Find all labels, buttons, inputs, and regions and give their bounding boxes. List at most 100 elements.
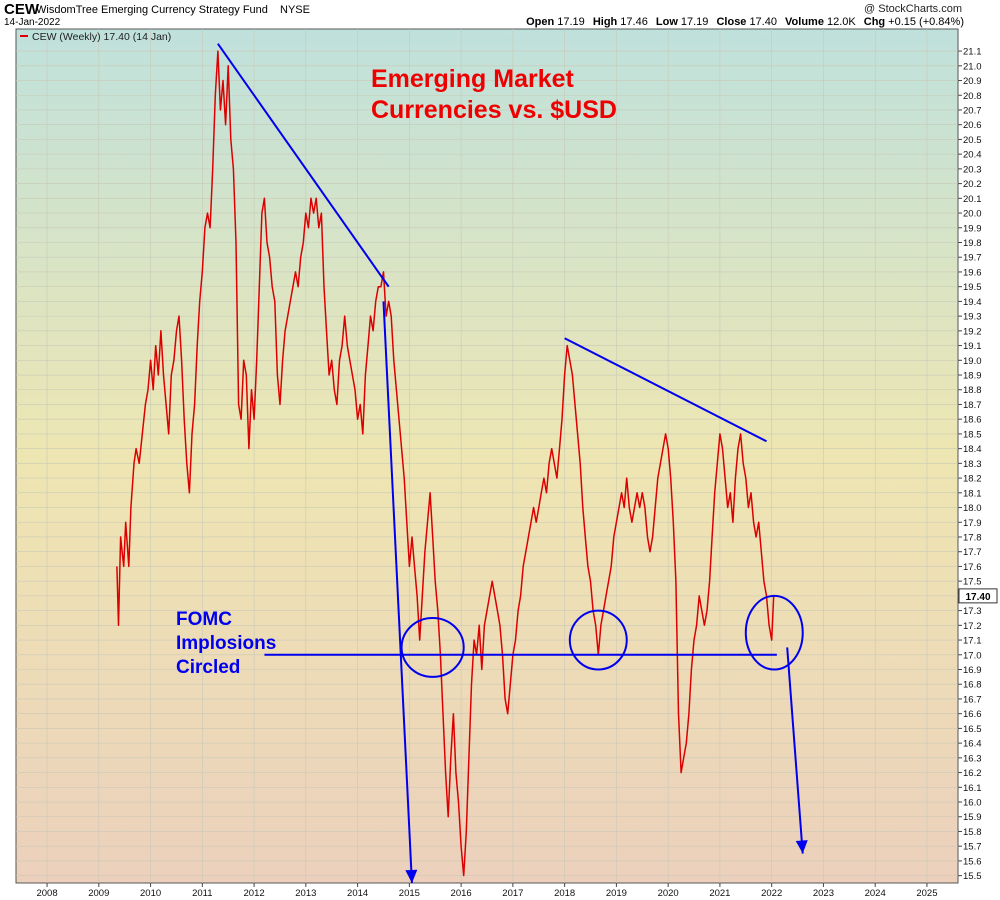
trendline <box>564 337 767 443</box>
plot-background <box>15 28 959 884</box>
y-tick-label: 20.7 <box>963 105 982 116</box>
fund-name: WisdomTree Emerging Currency Strategy Fu… <box>36 4 268 16</box>
y-tick-label: 16.2 <box>963 768 982 779</box>
y-tick-label: 18.1 <box>963 488 982 499</box>
y-tick-label: 21.1 <box>963 47 982 58</box>
y-tick-label: 15.9 <box>963 812 982 823</box>
fomc-label-line-1: FOMC <box>176 609 232 630</box>
x-tick-label: 2022 <box>761 888 782 899</box>
y-tick-label: 15.6 <box>963 856 982 867</box>
y-tick-label: 19.8 <box>963 238 982 249</box>
y-tick-label: 16.6 <box>963 709 982 720</box>
y-tick-label: 18.5 <box>963 429 982 440</box>
x-tick-label: 2017 <box>502 888 523 899</box>
y-tick-label: 17.8 <box>963 532 982 543</box>
y-tick-label: 19.1 <box>963 341 982 352</box>
y-tick-label: 17.1 <box>963 636 982 647</box>
y-tick-label: 19.7 <box>963 253 982 264</box>
y-tick-label: 18.3 <box>963 459 982 470</box>
trendline <box>217 43 390 288</box>
y-tick-label: 17.6 <box>963 562 982 573</box>
grid-layer <box>16 29 958 883</box>
headline-line-2: Currencies vs. $USD <box>371 96 617 124</box>
y-tick-label: 16.3 <box>963 753 982 764</box>
axis-layer: 15.5 15.6 15.7 15.8 15.9 16.0 16.1 16.2 16.3 16.4… <box>36 47 998 899</box>
y-tick-label: 16.8 <box>963 680 982 691</box>
annotation-layer <box>217 43 808 884</box>
y-tick-label: 15.7 <box>963 842 982 853</box>
y-tick-label: 21.0 <box>963 61 982 72</box>
y-tick-label: 16.5 <box>963 724 982 735</box>
y-tick-label: 17.5 <box>963 577 982 588</box>
volume-value: 12.0K <box>826 16 856 28</box>
low-label: Low <box>655 16 678 28</box>
y-tick-label: 18.8 <box>963 385 982 396</box>
y-tick-label: 16.4 <box>963 739 982 750</box>
x-tick-label: 2009 <box>88 888 109 899</box>
y-tick-label: 20.1 <box>963 194 982 205</box>
volume-label: Volume <box>785 16 824 28</box>
low-value: 17.19 <box>680 16 709 28</box>
headline-line-1: Emerging Market <box>371 65 575 93</box>
y-tick-label: 20.6 <box>963 120 982 131</box>
down-arrow-head <box>405 869 418 883</box>
down-arrow-head <box>795 840 808 854</box>
x-tick-label: 2023 <box>813 888 834 899</box>
y-tick-label: 20.5 <box>963 135 982 146</box>
down-arrow-shaft <box>786 647 804 854</box>
x-tick-label: 2024 <box>865 888 886 899</box>
fomc-label-line-2: Implosions <box>176 633 276 654</box>
x-tick-label: 2010 <box>140 888 161 899</box>
fomc-circle <box>568 609 628 671</box>
y-tick-label: 15.5 <box>963 871 982 882</box>
high-label: High <box>592 16 618 28</box>
y-tick-label: 18.4 <box>963 444 982 455</box>
y-tick-label: 16.0 <box>963 798 982 809</box>
y-tick-label: 20.9 <box>963 76 982 87</box>
x-tick-label: 2008 <box>36 888 57 899</box>
high-value: 17.46 <box>620 16 648 28</box>
y-tick-label: 16.7 <box>963 694 982 705</box>
chg-value: +0.15 (+0.84%) <box>888 16 964 28</box>
stockcharts-credit: @ StockCharts.com <box>864 3 962 15</box>
fomc-circle <box>744 594 804 671</box>
y-tick-label: 18.6 <box>963 415 982 426</box>
x-tick-label: 2020 <box>658 888 679 899</box>
fomc-label: FOMC Implosions Circled <box>176 609 276 678</box>
y-tick-label: 16.9 <box>963 665 982 676</box>
y-tick-label: 15.8 <box>963 827 982 838</box>
x-tick-label: 2015 <box>399 888 420 899</box>
y-tick-label: 20.0 <box>963 209 982 220</box>
x-tick-label: 2021 <box>709 888 730 899</box>
y-tick-label: 18.7 <box>963 400 982 411</box>
y-tick-label: 18.2 <box>963 474 982 485</box>
x-tick-label: 2014 <box>347 888 368 899</box>
y-tick-label: 19.0 <box>963 356 982 367</box>
y-tick-label: 16.1 <box>963 783 982 794</box>
y-tick-label: 19.3 <box>963 312 982 323</box>
x-tick-label: 2019 <box>606 888 627 899</box>
x-tick-label: 2018 <box>554 888 575 899</box>
close-value: 17.40 <box>749 16 777 28</box>
y-tick-label: 17.3 <box>963 606 982 617</box>
last-value-box <box>958 588 998 604</box>
y-tick-label: 19.9 <box>963 223 982 234</box>
exchange-label: NYSE <box>280 4 310 16</box>
y-tick-label: 17.7 <box>963 547 982 558</box>
fomc-label-line-3: Circled <box>176 657 240 678</box>
ohlc-readout: Open 17.19 High 17.46 Low 17.19 Close 17.40 … <box>521 16 964 28</box>
y-tick-label: 17.9 <box>963 518 982 529</box>
down-arrow-shaft <box>382 301 413 884</box>
close-label: Close <box>716 16 747 28</box>
ticker-symbol: CEW <box>4 1 39 18</box>
y-tick-label: 19.2 <box>963 326 982 337</box>
legend: CEW (Weekly) 17.40 (14 Jan) <box>20 31 171 43</box>
y-tick-label: 20.2 <box>963 179 982 190</box>
open-label: Open <box>526 16 555 28</box>
y-tick-label: 19.5 <box>963 282 982 293</box>
y-tick-label: 18.0 <box>963 503 982 514</box>
fomc-circle <box>400 616 465 678</box>
legend-label: CEW (Weekly) 17.40 (14 Jan) <box>32 31 171 43</box>
